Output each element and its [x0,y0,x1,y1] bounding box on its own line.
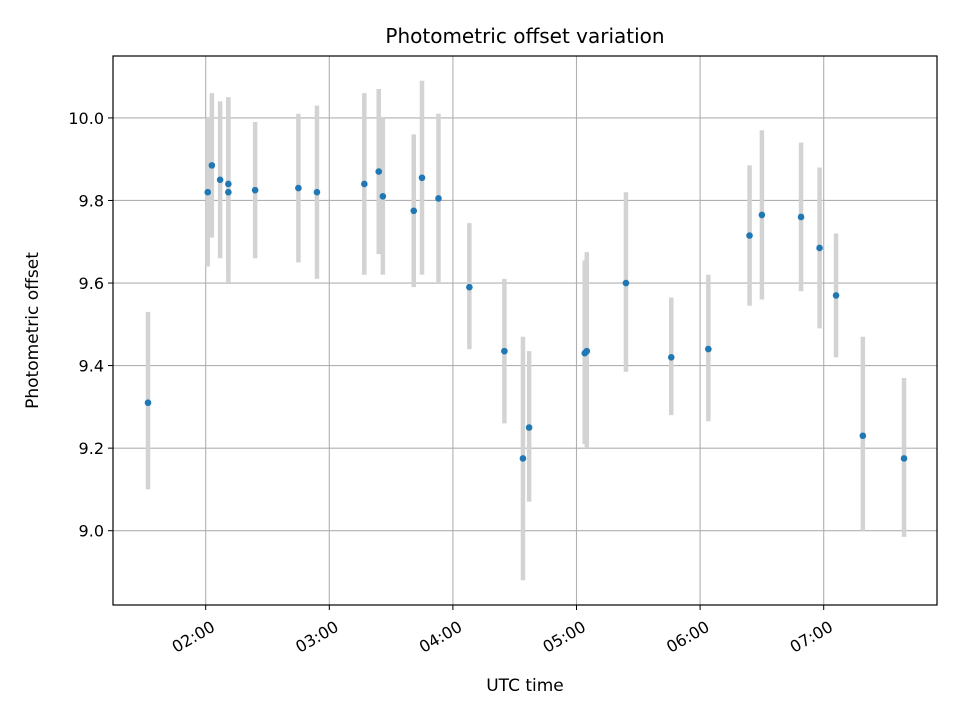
y-tick-label: 9.4 [79,357,104,376]
data-point [418,174,426,182]
data-point [758,211,766,219]
data-point [705,345,712,353]
data-point [519,455,527,462]
y-tick-label: 10.0 [68,109,104,128]
data-point [251,186,259,194]
plot-frame [112,55,938,606]
data-point [216,176,224,184]
data-point [375,168,383,175]
y-tick-label: 9.0 [79,522,104,541]
data-point [859,432,867,440]
y-axis-label: Photometric offset [23,252,43,409]
data-point [208,162,216,169]
data-point [525,424,533,431]
data-point [361,180,368,188]
data-point [225,188,232,196]
data-point [667,354,675,361]
x-axis-label: UTC time [486,676,564,696]
y-tick-label: 9.8 [79,191,104,210]
data-point [622,279,630,287]
chart-title: Photometric offset variation [385,24,664,48]
data-point [816,244,823,252]
data-point [379,193,387,200]
data-point [295,184,302,192]
data-point [501,347,508,355]
y-tick-label: 9.6 [79,274,104,293]
data-point [900,455,908,462]
data-point [832,292,840,299]
data-point [204,188,212,196]
data-point [144,399,152,407]
data-points [144,162,908,462]
y-axis-ticks: 9.0 9.2 9.4 9.6 9.8 10.0 [68,109,113,541]
data-point [466,283,473,291]
data-point [410,207,418,215]
data-point [797,213,805,221]
data-point [225,180,232,188]
y-tick-label: 9.2 [79,439,104,458]
data-point [435,195,442,202]
data-point [583,347,591,355]
data-point [746,232,753,239]
data-point [313,188,321,196]
